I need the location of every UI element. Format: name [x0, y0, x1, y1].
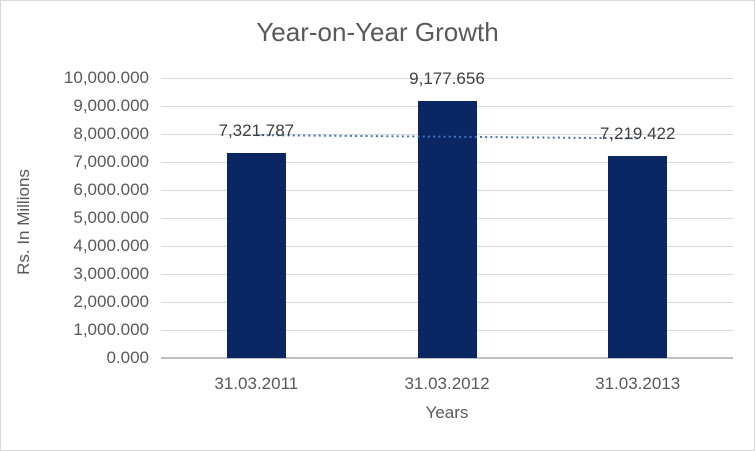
gridline — [161, 78, 733, 79]
y-tick-label: 5,000.000 — [73, 208, 149, 227]
x-tick-label: 31.03.2013 — [595, 374, 681, 393]
x-tick-label: 31.03.2011 — [214, 374, 299, 393]
y-tick-label: 4,000.000 — [73, 236, 149, 255]
data-label: 7,321.787 — [218, 120, 295, 140]
y-tick-label: 2,000.000 — [73, 292, 149, 311]
y-tick-label: 6,000.000 — [73, 180, 149, 199]
y-tick-label: 7,000.000 — [73, 152, 149, 171]
y-axis-tick-labels: 0.000 1,000.000 2,000.000 3,000.000 4,000.00… — [1, 68, 149, 367]
x-axis-line — [161, 357, 733, 359]
data-label: 9,177.656 — [409, 69, 485, 89]
chart-title: Year-on-Year Growth — [256, 17, 499, 47]
data-label: 7,219.422 — [599, 123, 676, 143]
x-axis-title: Years — [425, 403, 469, 422]
y-tick-label: 9,000.000 — [73, 96, 149, 115]
bar-31.03.2011 — [226, 153, 286, 358]
y-tick-label: 0.000 — [106, 348, 149, 367]
x-axis-tick-labels: 31.03.2011 31.03.2012 31.03.2013 — [161, 373, 733, 395]
y-tick-label: 3,000.000 — [73, 264, 149, 283]
y-tick-label: 8,000.000 — [73, 124, 149, 143]
bar-31.03.2013 — [608, 155, 668, 358]
y-tick-label: 10,000.000 — [63, 68, 149, 87]
plot-area: 7,321.787 9,177.656 7,219.422 — [161, 69, 733, 359]
x-tick-label: 31.03.2012 — [404, 374, 490, 393]
bar-31.03.2012 — [417, 101, 477, 358]
y-tick-label: 1,000.000 — [73, 320, 149, 339]
